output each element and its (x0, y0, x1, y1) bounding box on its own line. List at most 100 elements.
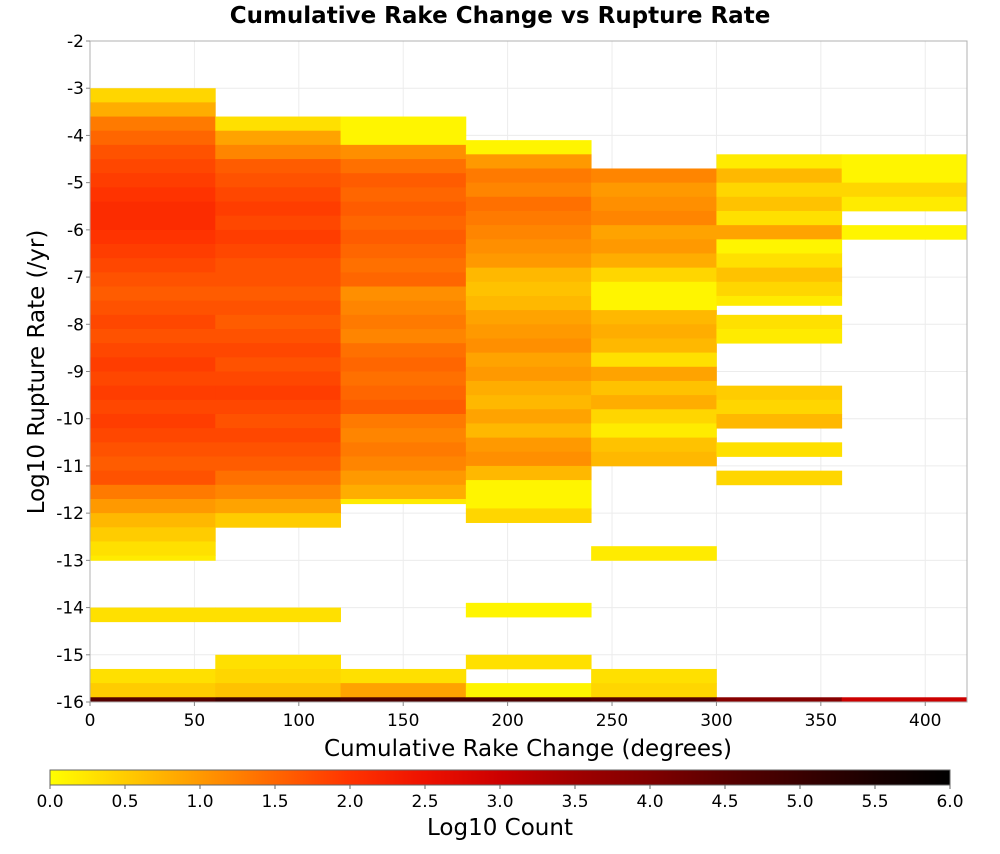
heatmap-cell (591, 168, 717, 184)
heatmap-cell (465, 168, 592, 184)
heatmap-cell (716, 154, 843, 169)
heatmap-cell (215, 314, 341, 330)
heatmap-cell (215, 201, 341, 217)
heatmap-cell (340, 258, 467, 273)
heatmap-cell (340, 428, 467, 443)
heatmap-cell (90, 371, 216, 387)
heatmap-cell (215, 470, 341, 486)
y-axis-label: Log10 Rupture Rate (/yr) (24, 230, 50, 515)
colorbar-tick-label: 4.5 (711, 792, 738, 812)
heatmap-cell (340, 187, 467, 202)
heatmap-cell (340, 215, 467, 231)
heatmap-cell (340, 144, 467, 160)
heatmap-cell (90, 272, 216, 287)
heatmap-cell (716, 267, 843, 283)
heatmap-cell (591, 281, 717, 297)
heatmap-cell (90, 357, 216, 372)
heatmap-cell (215, 244, 341, 259)
colorbar-tick-label: 3.0 (486, 792, 513, 812)
heatmap-cell (340, 329, 467, 344)
heatmap-cell (716, 314, 843, 330)
y-tick-label: -12 (56, 504, 84, 524)
heatmap-cell (716, 470, 843, 486)
heatmap-cell (215, 399, 341, 415)
heatmap-cell (215, 683, 341, 698)
heatmap-cell (215, 215, 341, 231)
heatmap-cell (215, 607, 341, 623)
x-tick-label: 100 (283, 711, 315, 731)
heatmap-cell (340, 683, 467, 698)
heatmap-cell (90, 159, 216, 174)
heatmap-cell (340, 371, 467, 387)
heatmap-cell (465, 196, 592, 212)
heatmap-cell (716, 697, 843, 703)
heatmap-cell (90, 456, 216, 472)
heatmap-cell (90, 607, 216, 623)
heatmap-cell (591, 352, 717, 368)
x-tick-label: 200 (491, 711, 523, 731)
heatmap-cell (591, 366, 717, 382)
heatmap-cell (215, 498, 341, 514)
heatmap-cell (465, 683, 592, 698)
heatmap-cell (841, 225, 968, 240)
y-tick-label: -5 (67, 174, 84, 194)
heatmap-cell (90, 314, 216, 330)
heatmap-cell (215, 286, 341, 302)
heatmap-cell (465, 654, 592, 670)
heatmap-cell (591, 683, 717, 698)
heatmap-cell (90, 697, 216, 703)
heatmap-cell (465, 465, 592, 481)
heatmap-cell (591, 546, 717, 561)
heatmap-cell (340, 159, 467, 174)
x-axis-ticks: 0 50 100 150 200 250 300 350 400 (85, 702, 941, 731)
heatmap-cell (90, 484, 216, 500)
y-tick-label: -10 (56, 410, 84, 430)
heatmap-cell (90, 102, 216, 117)
heatmap-cell (90, 498, 216, 514)
heatmap-cell (591, 267, 717, 283)
heatmap-cell (340, 357, 467, 372)
x-axis-label: Cumulative Rake Change (degrees) (324, 736, 732, 762)
heatmap-cell (340, 456, 467, 472)
heatmap-cell (340, 399, 467, 415)
heatmap-cell (716, 182, 843, 198)
heatmap-cell (841, 168, 968, 184)
colorbar-tick-label: 2.5 (411, 792, 438, 812)
colorbar-tick-label: 4.0 (636, 792, 663, 812)
heatmap-cell (465, 395, 592, 410)
heatmap-cell (90, 399, 216, 415)
heatmap-cell (465, 267, 592, 283)
y-axis-ticks: -2 -3 -4 -5 -6 -7 -8 -9 -10 -11 -12 -13 -14 -15 -16 (56, 32, 90, 713)
heatmap-cell (90, 144, 216, 160)
heatmap-cell (215, 173, 341, 188)
heatmap-cell (215, 187, 341, 202)
heatmap-cell (340, 201, 467, 217)
heatmap-cell (591, 409, 717, 424)
colorbar-tick-label: 0.0 (36, 792, 63, 812)
heatmap-cell (90, 413, 216, 429)
heatmap-cell (591, 196, 717, 212)
heatmap-cell (90, 442, 216, 457)
colorbar-tick-label: 3.5 (561, 792, 588, 812)
heatmap-cell (716, 281, 843, 297)
heatmap-cell (340, 314, 467, 330)
heatmap-cell (340, 385, 467, 401)
heatmap-cell (90, 541, 216, 557)
heatmap-cell (90, 173, 216, 188)
heatmap-cell (591, 295, 717, 311)
heatmap-cell (215, 357, 341, 372)
heatmap-cell (591, 668, 717, 684)
heatmap-cell (465, 239, 592, 254)
heatmap-cell (90, 258, 216, 273)
x-tick-label: 300 (700, 711, 732, 731)
x-tick-label: 50 (184, 711, 206, 731)
heatmap-cell (215, 385, 341, 401)
heatmap-cell (716, 253, 843, 269)
heatmap-cell (215, 456, 341, 472)
heatmap-cell (215, 258, 341, 273)
heatmap-cell (340, 272, 467, 287)
heatmap-cell (215, 428, 341, 443)
colorbar-tick-label: 0.5 (111, 792, 138, 812)
heatmap-cell (90, 555, 216, 561)
colorbar-tick-label: 5.0 (786, 792, 813, 812)
